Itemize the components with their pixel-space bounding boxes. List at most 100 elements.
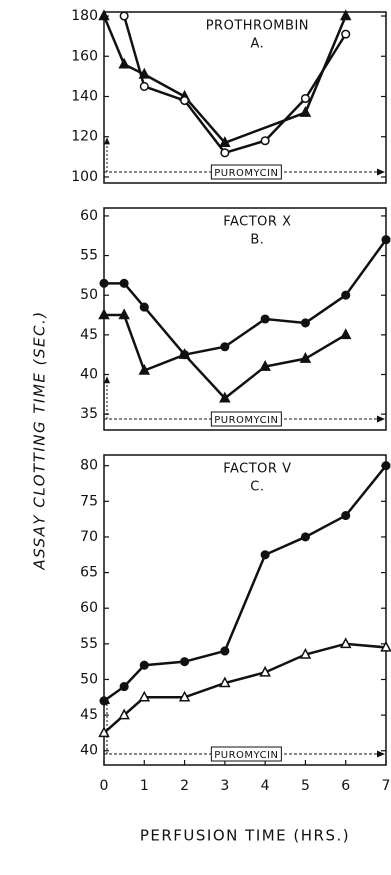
series-line [103, 642, 387, 734]
marker [220, 646, 230, 656]
marker [260, 550, 270, 560]
marker [220, 148, 230, 158]
y-tick-label: 180 [71, 8, 98, 24]
panel-letter: A. [250, 37, 264, 52]
y-tick-label: 160 [71, 48, 98, 64]
annotation-box [210, 411, 282, 427]
marker [300, 318, 310, 328]
marker [300, 93, 310, 104]
marker [138, 690, 151, 702]
panel-letter: B. [250, 233, 264, 248]
y-tick-label: 40 [80, 743, 98, 759]
x-tick-label: 1 [140, 778, 149, 794]
marker [118, 308, 130, 320]
arrowhead [104, 376, 110, 384]
marker [339, 9, 352, 21]
marker [341, 290, 351, 300]
y-tick-label: 120 [71, 129, 98, 145]
plot-frame [103, 11, 387, 184]
marker [119, 11, 129, 21]
y-tick-label: 60 [80, 208, 98, 224]
y-tick-label: 55 [80, 248, 98, 264]
marker [341, 29, 351, 39]
y-tick-label: 40 [80, 367, 98, 383]
panel-title: PROTHROMBIN [206, 19, 309, 34]
x-tick-label: 3 [220, 778, 229, 794]
panel-letter: C. [250, 480, 264, 495]
marker [99, 696, 109, 706]
marker [119, 278, 129, 288]
arrowhead [377, 168, 385, 176]
marker [178, 690, 191, 702]
y-tick-label: 50 [80, 671, 98, 687]
marker [380, 640, 391, 652]
marker [219, 391, 231, 403]
y-tick-label: 140 [71, 88, 98, 104]
x-tick-label: 7 [382, 778, 391, 794]
arrowhead [377, 415, 385, 423]
marker [180, 657, 190, 667]
marker [139, 81, 149, 91]
marker [341, 511, 351, 521]
annotation: PUROMYCIN [214, 415, 278, 426]
x-tick-label: 4 [261, 778, 270, 794]
marker [98, 308, 110, 320]
marker [339, 637, 352, 649]
y-tick-label: 50 [80, 287, 98, 303]
panel-title: FACTOR X [223, 215, 291, 230]
marker [98, 726, 110, 738]
marker [381, 235, 391, 245]
marker [381, 461, 391, 471]
marker [259, 665, 271, 677]
y-tick-label: 60 [80, 600, 98, 616]
y-tick-label: 45 [80, 707, 98, 723]
marker [219, 136, 231, 148]
marker [260, 136, 270, 146]
y-tick-label: 75 [80, 493, 98, 509]
annotation: PUROMYCIN [214, 168, 278, 179]
marker [99, 278, 109, 288]
annotation-box [210, 746, 282, 762]
x-tick-label: 0 [100, 778, 109, 794]
x-tick-label: 5 [301, 778, 310, 794]
marker [119, 682, 129, 692]
panel-title: FACTOR V [223, 462, 291, 477]
marker [180, 95, 190, 106]
series-line [104, 313, 347, 400]
y-tick-label: 55 [80, 636, 98, 652]
y-tick-label: 100 [71, 169, 98, 185]
y-tick-label: 35 [80, 406, 98, 422]
marker [138, 363, 151, 375]
x-tick-label: 6 [341, 778, 350, 794]
marker [259, 359, 271, 371]
marker [98, 9, 110, 21]
y-tick-label: 80 [80, 458, 98, 474]
y-tick-label: 70 [80, 529, 98, 545]
plot-frame [103, 207, 387, 431]
marker [178, 348, 191, 359]
marker [299, 105, 312, 117]
x-axis-title: PERFUSION TIME (HRS.) [140, 827, 350, 845]
plot-frame [103, 454, 387, 766]
marker [118, 708, 130, 720]
marker [300, 532, 310, 542]
series-line [102, 15, 347, 145]
marker [139, 302, 149, 312]
marker [139, 660, 149, 670]
series-line [122, 15, 347, 155]
marker [118, 57, 130, 69]
marker [299, 647, 312, 659]
marker [219, 676, 231, 688]
arrowhead [377, 750, 385, 758]
marker [220, 342, 230, 352]
x-tick-label: 2 [180, 778, 189, 794]
annotation: PUROMYCIN [214, 750, 278, 761]
annotation-box [210, 164, 282, 180]
arrowhead [104, 137, 110, 145]
y-axis-title: ASSAY CLOTTING TIME (SEC.) [31, 310, 49, 570]
y-tick-label: 65 [80, 565, 98, 581]
marker [339, 328, 352, 340]
y-tick-label: 45 [80, 327, 98, 343]
marker [299, 352, 312, 363]
